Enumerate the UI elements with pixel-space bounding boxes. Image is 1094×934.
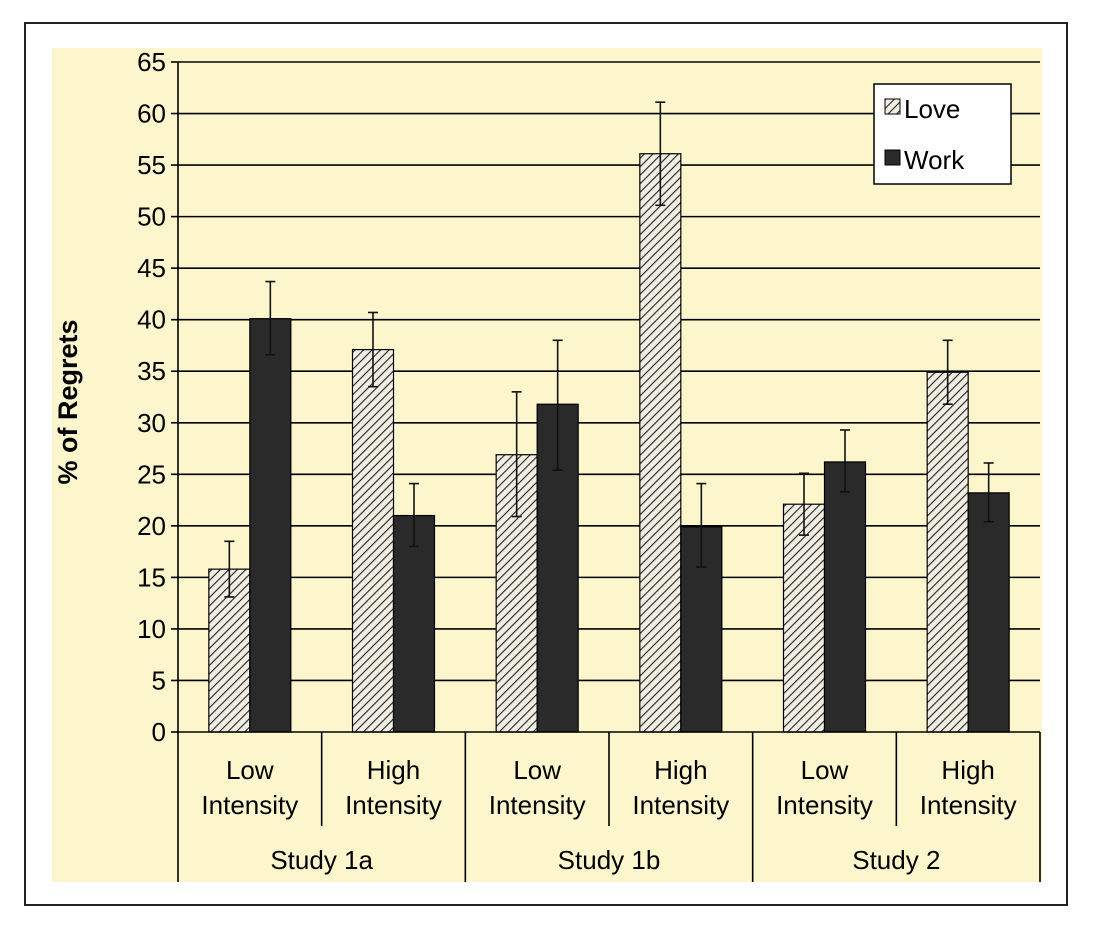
bar-love [782, 503, 826, 733]
x-category-label-line2: Intensity [776, 790, 873, 820]
legend-swatch-love [884, 98, 901, 115]
x-category-label-line2: Intensity [920, 790, 1017, 820]
y-tick-label: 5 [152, 665, 166, 695]
bar-work [967, 492, 1010, 733]
x-category-label-line1: High [367, 755, 420, 785]
bar-work [392, 514, 436, 733]
y-tick-label: 50 [137, 202, 166, 232]
x-category-label-line1: Low [801, 755, 849, 785]
y-axis-label: % of Regrets [53, 319, 83, 484]
y-tick-label: 20 [137, 511, 166, 541]
y-tick-label: 55 [137, 150, 166, 180]
y-tick-label: 60 [137, 99, 166, 129]
x-group-label: Study 1a [270, 845, 373, 875]
axes: 0 5 10 15 20 25 30 35 40 45 50 55 60 65 Low Intensity Hi… [137, 47, 1041, 882]
y-tick-label: 15 [137, 562, 166, 592]
x-category-label-line2: Intensity [632, 790, 729, 820]
y-tick-label: 0 [152, 717, 166, 747]
y-tick-label: 65 [137, 47, 166, 77]
x-category-label-line2: Intensity [201, 790, 298, 820]
y-tick-label: 35 [137, 356, 166, 386]
y-tick-label: 45 [137, 253, 166, 283]
y-tick-label: 25 [137, 459, 166, 489]
bar-work [823, 461, 867, 733]
x-category-label-line2: Intensity [345, 790, 442, 820]
x-category-label-line1: High [654, 755, 707, 785]
y-tick-label: 40 [137, 305, 166, 335]
y-tick-label: 30 [137, 408, 166, 438]
bar-love [639, 153, 682, 733]
x-category-label-line1: Low [513, 755, 561, 785]
bars [208, 101, 1010, 733]
bar-love [926, 371, 969, 733]
y-tick-label: 10 [137, 614, 166, 644]
x-category-label-line1: Low [226, 755, 274, 785]
legend-label-love: Love [904, 94, 960, 124]
x-group-label: Study 2 [852, 845, 940, 875]
legend: Love Work [873, 83, 1012, 185]
legend-label-work: Work [904, 145, 965, 175]
bar-work [249, 318, 292, 733]
x-group-label: Study 1b [558, 845, 661, 875]
x-category-label-line2: Intensity [489, 790, 586, 820]
x-category-label-line1: High [941, 755, 994, 785]
legend-swatch-work [884, 149, 901, 166]
bar-love [351, 348, 395, 733]
